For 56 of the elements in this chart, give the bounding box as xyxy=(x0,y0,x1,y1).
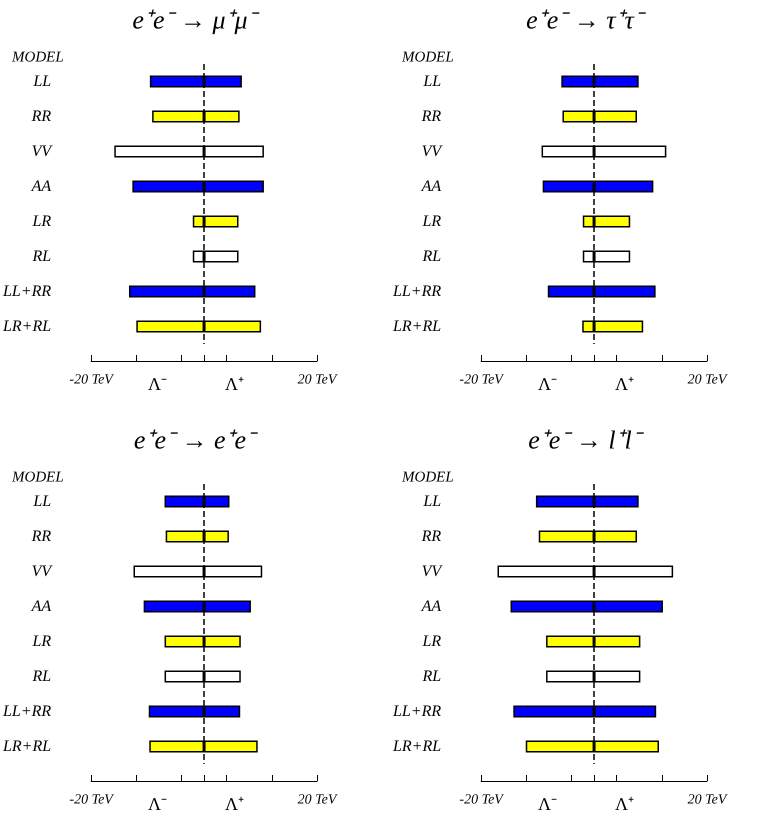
y-tick-label: VV xyxy=(422,143,444,160)
y-tick-label: LR xyxy=(421,213,442,230)
y-tick-label: VV xyxy=(32,563,54,580)
y-tick-label: RL xyxy=(421,668,442,685)
y-tick-label: AA xyxy=(420,178,442,195)
y-tick-label: LR+RL xyxy=(392,318,442,335)
y-tick-label: LR+RL xyxy=(392,738,442,755)
x-tick-label: -20 TeV xyxy=(69,792,114,808)
y-tick-label: RL xyxy=(421,248,442,265)
text: Λ⁻ xyxy=(148,374,168,394)
x-tick-label: 20 TeV xyxy=(298,792,338,808)
x-tick-label: 20 TeV xyxy=(298,372,338,388)
y-tick-label: RL xyxy=(31,248,52,265)
y-tick-label: LL xyxy=(32,493,52,510)
x-tick-label: -20 TeV xyxy=(459,372,504,388)
y-tick-label: VV xyxy=(422,563,444,580)
text: Λ⁺ xyxy=(615,374,634,394)
text: Λ⁺ xyxy=(225,794,244,814)
y-tick-label: LL+RR xyxy=(2,283,52,300)
y-tick-label: RR xyxy=(420,528,442,545)
y-tick-label: RL xyxy=(31,668,52,685)
y-tick-label: LL xyxy=(32,73,52,90)
y-tick-label: LR xyxy=(31,213,52,230)
y-tick-label: LL+RR xyxy=(2,703,52,720)
y-tick-label: LR xyxy=(31,633,52,650)
y-tick-label: LL xyxy=(422,493,442,510)
y-tick-label: AA xyxy=(30,178,52,195)
chart-title: e⁺e⁻ → τ⁺τ⁻ xyxy=(526,6,646,34)
chart-title: e⁺e⁻ → μ⁺μ⁻ xyxy=(132,6,260,34)
y-axis-title: MODEL xyxy=(11,470,64,486)
x-tick-label: -20 TeV xyxy=(69,372,114,388)
y-axis-title: MODEL xyxy=(401,50,454,66)
y-tick-label: RR xyxy=(420,108,442,125)
y-tick-label: LL+RR xyxy=(392,703,442,720)
chart-title: e⁺e⁻ → e⁺e⁻ xyxy=(134,426,258,454)
x-tick-label: 20 TeV xyxy=(688,372,728,388)
y-tick-label: VV xyxy=(32,143,54,160)
y-tick-label: LR+RL xyxy=(2,738,52,755)
text: Λ⁺ xyxy=(615,794,634,814)
text: Λ⁻ xyxy=(538,374,558,394)
text: Λ⁺ xyxy=(225,374,244,394)
y-tick-label: AA xyxy=(30,598,52,615)
chart-title: e⁺e⁻ → l⁺l⁻ xyxy=(528,426,644,454)
y-tick-label: RR xyxy=(30,528,52,545)
y-tick-label: LL xyxy=(422,73,442,90)
y-tick-label: AA xyxy=(420,598,442,615)
text: Λ⁻ xyxy=(148,794,168,814)
y-axis-title: MODEL xyxy=(11,50,64,66)
text: Λ⁻ xyxy=(538,794,558,814)
y-axis-title: MODEL xyxy=(401,470,454,486)
y-tick-label: LL+RR xyxy=(392,283,442,300)
y-tick-label: RR xyxy=(30,108,52,125)
y-tick-label: LR xyxy=(421,633,442,650)
x-tick-label: 20 TeV xyxy=(688,792,728,808)
x-tick-label: -20 TeV xyxy=(459,792,504,808)
y-tick-label: LR+RL xyxy=(2,318,52,335)
